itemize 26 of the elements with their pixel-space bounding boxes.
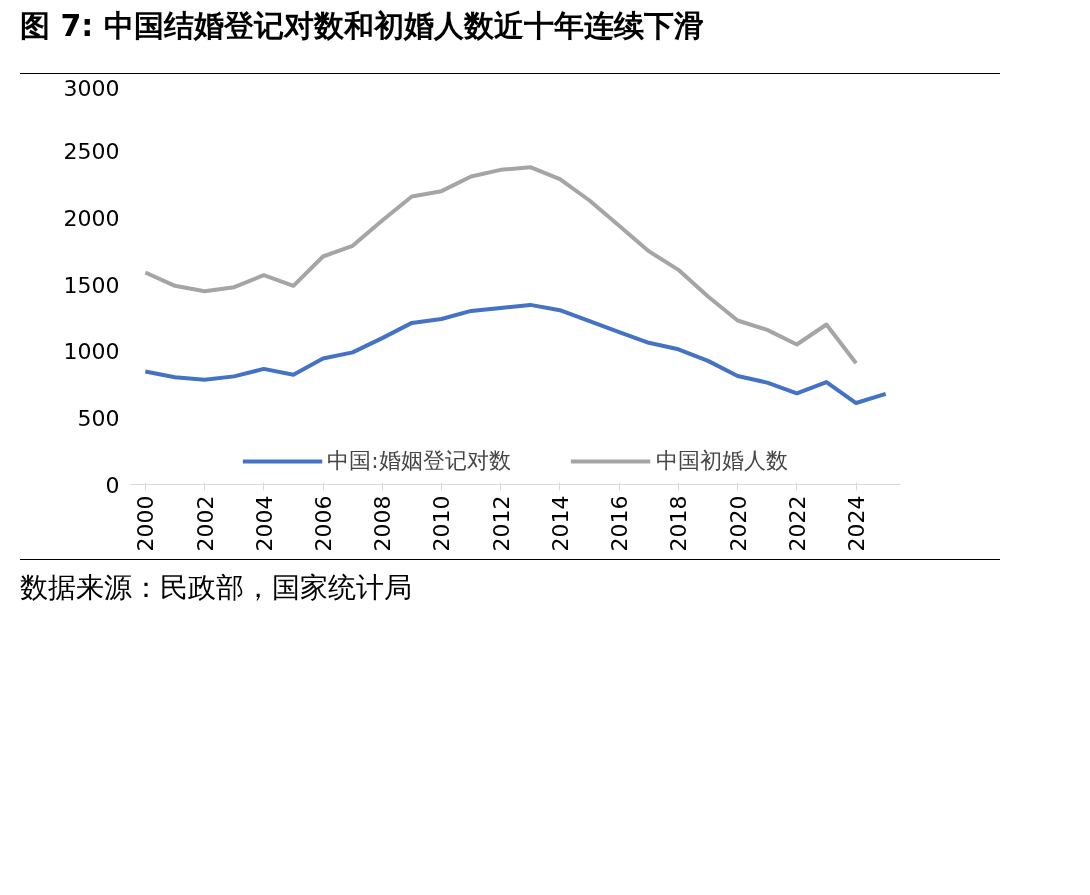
x-tick-label: 2006 [311, 495, 336, 552]
x-tick-label: 2014 [547, 495, 573, 552]
y-tick-label: 2000 [63, 205, 120, 231]
x-tick-label: 2016 [607, 495, 633, 552]
x-tick-label: 2020 [725, 495, 751, 552]
chart-title: 图 7: 中国结婚登记对数和初婚人数近十年连续下滑 [20, 7, 704, 45]
x-tick-label: 2010 [429, 495, 455, 552]
y-tick-label: 3000 [63, 75, 120, 101]
legend-label: 中国:婚姻登记对数 [327, 446, 511, 475]
line-series [143, 165, 859, 366]
x-tick-label: 2000 [133, 495, 159, 552]
source-note: 数据来源：民政部，国家统计局 [20, 569, 412, 606]
x-tick-label: 2024 [844, 495, 870, 552]
y-tick-label: 500 [77, 405, 120, 431]
x-tick-label: 2022 [784, 495, 810, 552]
y-tick-label: 0 [105, 472, 120, 498]
x-tick-label: 2008 [370, 495, 396, 552]
x-tick-label: 2012 [488, 495, 514, 552]
x-tick-label: 2002 [192, 495, 218, 552]
legend-label: 中国初婚人数 [655, 446, 788, 475]
y-tick-label: 1500 [63, 272, 120, 298]
x-tick-label: 2004 [251, 495, 277, 552]
x-tick-label: 2018 [666, 495, 692, 552]
y-tick-label: 2500 [63, 139, 120, 165]
y-tick-label: 1000 [63, 339, 120, 365]
line-series [143, 302, 888, 405]
